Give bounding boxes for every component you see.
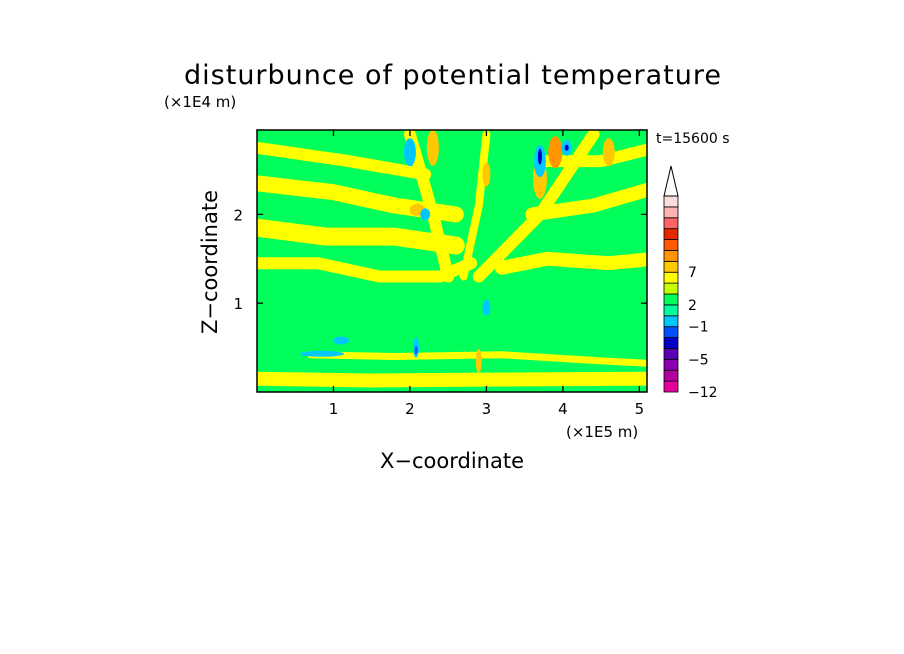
- cold-core-2: [564, 144, 569, 151]
- cold-core-3: [414, 346, 418, 355]
- cold-cell-4: [420, 208, 431, 221]
- colorbar-segment: [663, 326, 679, 338]
- upper-warm-band: [257, 218, 465, 255]
- cold-cell-5: [333, 336, 350, 345]
- warm-cell-1: [426, 130, 439, 166]
- x-tick-label: 4: [558, 400, 568, 418]
- colorbar-segment: [663, 337, 679, 349]
- colorbar-tick-label: −12: [688, 385, 718, 401]
- colorbar-segment: [663, 358, 679, 371]
- colorbar-tick-label: 2: [688, 298, 697, 314]
- y-unit-label: (×1E4 m): [164, 93, 236, 111]
- contour-field: [257, 130, 647, 392]
- warm-cell-3: [548, 136, 563, 169]
- colorbar-segment: [663, 250, 679, 262]
- wave-ray-centre: [459, 130, 491, 281]
- colorbar-segment: [663, 369, 679, 382]
- colorbar-tick-label: −5: [688, 352, 709, 368]
- cold-core-1: [537, 148, 542, 165]
- colorbar: −12−5−127: [663, 165, 718, 401]
- warm-cell-4: [602, 138, 615, 167]
- colorbar-segment: [663, 260, 679, 273]
- y-axis-label: Z−coordinate: [198, 190, 222, 334]
- right-warm-band: [525, 182, 647, 222]
- y-tick-label: 2: [233, 206, 243, 224]
- cold-strip-1: [300, 350, 344, 357]
- colorbar-segment: [663, 348, 679, 360]
- surface-band: [257, 371, 647, 388]
- x-tick-label: 2: [405, 400, 415, 418]
- colorbar-segment: [663, 380, 679, 393]
- top-warm-band: [257, 141, 432, 181]
- colorbar-segment: [663, 315, 679, 328]
- colorbar-segment: [663, 228, 679, 240]
- colorbar-segment: [663, 195, 679, 208]
- colorbar-segment: [663, 271, 679, 284]
- cold-cell-1: [403, 138, 416, 167]
- mid-warm-band-right: [494, 251, 647, 275]
- colorbar-segment: [663, 304, 679, 317]
- x-tick-label: 5: [635, 400, 645, 418]
- colorbar-segment: [663, 206, 679, 219]
- colorbar-tick-label: −1: [688, 320, 709, 336]
- x-axis-label: X−coordinate: [380, 449, 524, 473]
- time-label: t=15600 s: [656, 131, 730, 147]
- x-unit-label: (×1E5 m): [566, 423, 638, 441]
- chart-title: disturbunce of potential temperature: [184, 60, 722, 91]
- x-axis: 1 2 3 4 5: [329, 130, 644, 418]
- cold-cell-7: [482, 299, 491, 316]
- colorbar-extend-arrow: [663, 165, 679, 197]
- plot-frame: [256, 129, 648, 393]
- colorbar-segment: [663, 239, 679, 251]
- wave-ray-right: [472, 130, 600, 283]
- colorbar-segment: [663, 282, 679, 295]
- y-tick-label: 1: [233, 295, 243, 313]
- x-tick-label: 3: [482, 400, 492, 418]
- colorbar-segment: [663, 293, 679, 306]
- colorbar-tick-label: 7: [688, 265, 697, 281]
- warm-cell-7: [475, 348, 482, 373]
- y-axis: 12: [233, 206, 647, 313]
- x-tick-label: 1: [329, 400, 339, 418]
- lower-warm-band: [307, 351, 647, 367]
- wave-ray-left: [403, 130, 455, 283]
- colorbar-segment: [663, 217, 679, 230]
- warm-cell-6: [482, 162, 491, 187]
